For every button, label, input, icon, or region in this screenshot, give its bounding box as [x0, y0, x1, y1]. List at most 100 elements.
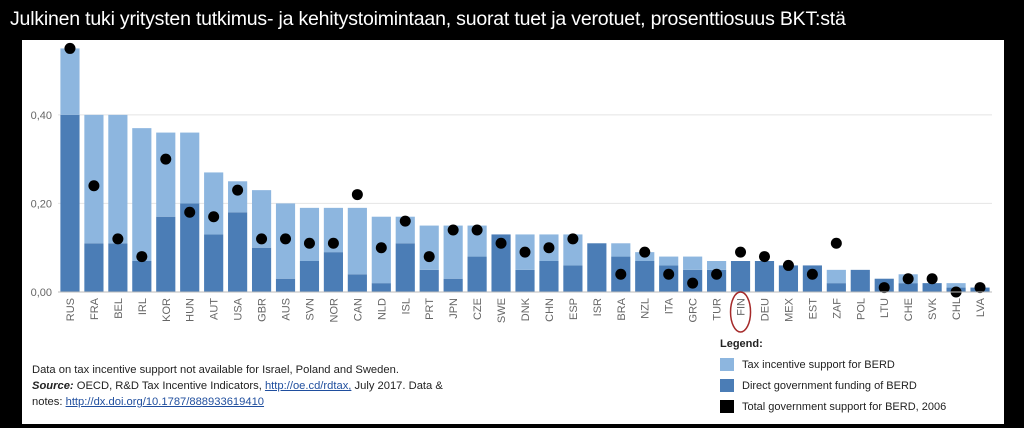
bar-tax-fra [84, 114, 104, 244]
dot-total-2006-rus [64, 42, 76, 54]
notes-text: notes: [32, 396, 66, 408]
x-tick-label: BEL [113, 298, 125, 319]
dot-total-2006-irl [136, 251, 148, 263]
bar-direct-hun [180, 203, 200, 292]
bar-direct-isl [395, 243, 415, 292]
dot-total-2006-isl [399, 215, 411, 227]
dot-total-2006-swe [495, 237, 507, 249]
dots [64, 42, 986, 298]
dot-total-2006-svn [303, 237, 315, 249]
legend-item-total-2006: Total government support for BERD, 2006 [720, 396, 1004, 417]
x-tick-label: TUR [712, 298, 724, 321]
dot-total-2006-lva [974, 282, 986, 294]
bar-tax-gbr [251, 190, 272, 248]
x-tick-label: CAN [352, 298, 364, 321]
dot-total-2006-tur [711, 268, 723, 280]
dot-total-2006-grc [687, 277, 699, 289]
notes-link[interactable]: http://dx.doi.org/10.1787/888933619410 [65, 396, 265, 408]
dot-total-2006-gbr [256, 233, 268, 245]
bar-tax-svn [299, 207, 320, 261]
x-tick-label: HUN [185, 298, 197, 322]
dot-total-2006-chn [543, 242, 555, 254]
x-tick-label: CHL [951, 298, 963, 320]
dot-total-2006-svk [926, 273, 938, 285]
x-tick-label: IRL [137, 298, 149, 315]
bar-tax-rus [60, 48, 80, 115]
legend-swatch-total-2006 [720, 400, 734, 413]
x-tick-label: PRT [424, 298, 436, 320]
x-tick-label: ESP [568, 298, 580, 320]
bar-direct-aut [204, 234, 224, 292]
x-tick-label: GRC [688, 298, 700, 323]
bar-direct-bel [108, 243, 128, 292]
bar-tax-jpn [443, 225, 463, 279]
bar-direct-irl [132, 261, 152, 292]
bar-direct-rus [60, 114, 80, 292]
dot-total-2006-deu [758, 251, 770, 263]
bar-tax-irl [132, 128, 152, 261]
x-tick-label: SVK [927, 297, 939, 320]
bar-direct-esp [563, 265, 583, 292]
x-tick-label: JPN [448, 298, 460, 319]
source-link[interactable]: http://oe.cd/rdtax, [264, 380, 352, 392]
chart-panel: 0,00 0,20 0,40 RUS FRA BEL IRL KOR HUN AUT USA GBR A… [22, 40, 1004, 424]
dot-total-2006-mex [782, 259, 794, 271]
chart-notes: Data on tax incentive support not availa… [32, 362, 502, 410]
legend-item-tax: Tax incentive support for BERD [720, 354, 1004, 375]
bar-direct-mex [778, 265, 799, 292]
dot-total-2006-usa [232, 184, 244, 196]
dot-total-2006-ltu [878, 282, 890, 294]
bar-direct-zaf [826, 283, 846, 292]
x-tick-label: USA [233, 297, 245, 320]
legend-title: Legend: [720, 338, 763, 350]
x-tick-label: NZL [640, 298, 652, 319]
bar-direct-kor [156, 216, 176, 292]
x-tick-label: DEU [759, 298, 771, 321]
bar-direct-isr [587, 243, 607, 292]
highlight-circle [729, 291, 752, 333]
chart-svg: 0,00 0,20 0,40 RUS FRA BEL IRL KOR HUN AUT USA GBR A… [31, 42, 992, 333]
bar-tax-grc [683, 256, 703, 270]
dot-total-2006-prt [423, 251, 435, 263]
x-tick-label: CHN [544, 298, 556, 322]
bar-direct-pol [850, 269, 870, 292]
notes-line-1: Data on tax incentive support not availa… [32, 364, 399, 376]
dot-total-2006-nor [327, 237, 339, 249]
bar-direct-nld [371, 283, 391, 292]
dot-total-2006-aus [280, 233, 292, 245]
bar-tax-hun [180, 132, 200, 204]
bar-direct-fra [84, 243, 104, 292]
x-tick-label: NOR [328, 298, 340, 323]
dot-total-2006-kor [160, 153, 172, 165]
axes: 0,00 0,20 0,40 RUS FRA BEL IRL KOR HUN AUT USA GBR A… [31, 110, 992, 333]
x-tick-label: CHE [903, 298, 915, 321]
bar-direct-che [898, 283, 918, 292]
x-tick-label: SVN [304, 298, 316, 321]
y-tick-label: 0,40 [31, 110, 52, 122]
x-tick-label: DNK [520, 297, 532, 321]
dot-total-2006-bel [112, 233, 124, 245]
x-tick-label: ZAF [831, 298, 843, 319]
dot-total-2006-zaf [830, 237, 842, 249]
bar-direct-svn [299, 261, 320, 292]
bar-direct-fin [730, 261, 751, 292]
bar-tax-chl [946, 283, 966, 288]
legend-swatch-direct [720, 379, 734, 392]
bar-direct-deu [754, 261, 775, 292]
dot-total-2006-ita [663, 268, 675, 280]
dot-total-2006-dnk [519, 246, 531, 258]
bar-tax-cze [467, 225, 487, 257]
dot-total-2006-jpn [447, 224, 459, 236]
bar-direct-usa [228, 212, 248, 292]
x-tick-label: BRA [616, 297, 628, 320]
x-tick-label: FIN [736, 298, 748, 316]
legend-label-total-2006: Total government support for BERD, 2006 [742, 400, 947, 413]
notes-source-line: Source: OECD, R&D Tax Incentive Indicato… [32, 378, 502, 394]
x-tick-label: AUT [209, 298, 221, 320]
source-label: Source: [32, 380, 74, 392]
x-tick-label: ITA [664, 297, 676, 314]
y-tick-label: 0,20 [31, 198, 52, 210]
dot-total-2006-esp [567, 233, 579, 245]
dot-total-2006-fin [735, 246, 747, 258]
bar-tax-kor [156, 132, 176, 217]
